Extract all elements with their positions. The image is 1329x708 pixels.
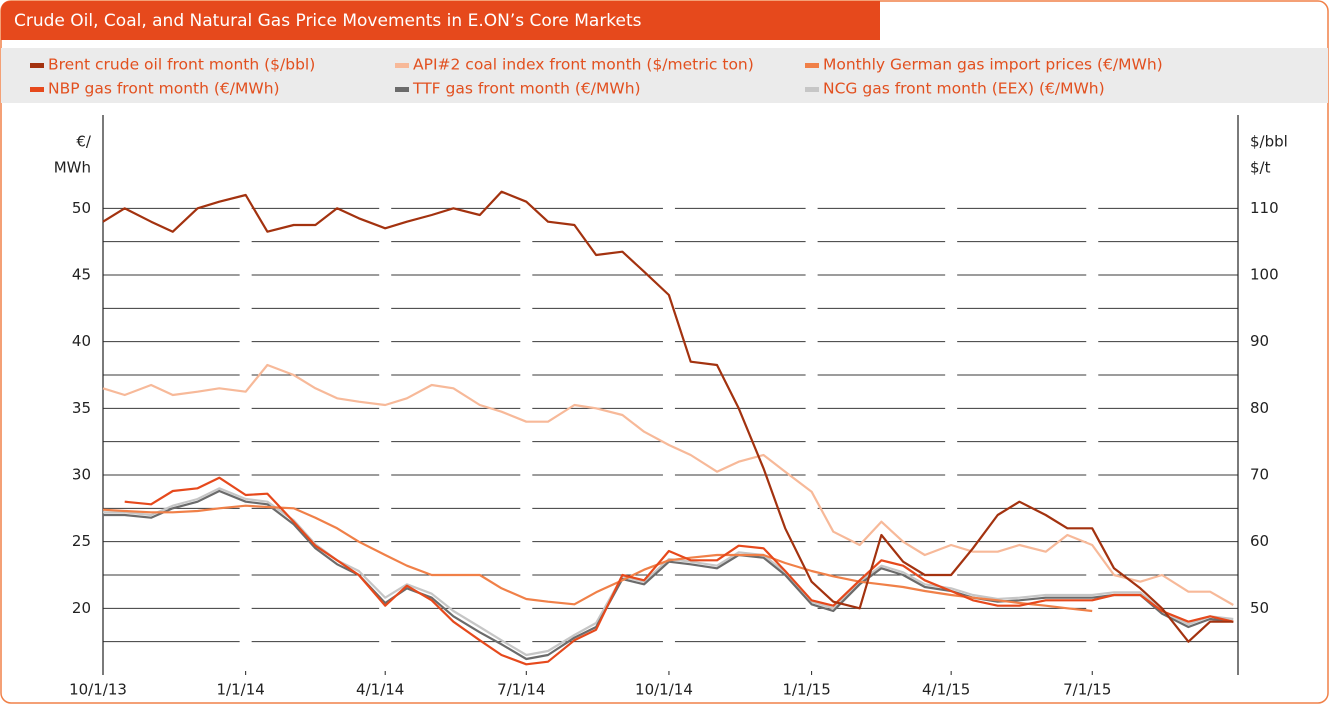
legend-swatch — [805, 63, 819, 68]
series-line — [102, 363, 1234, 606]
y-tick-label: 45 — [72, 266, 91, 284]
series-line — [102, 190, 1234, 643]
grid-gap — [379, 115, 392, 665]
grid-gap — [945, 115, 958, 665]
y2-tick-label: 50 — [1250, 599, 1269, 617]
grid-gap — [662, 115, 675, 665]
y-axis-label: €/ — [76, 133, 92, 151]
x-tick-label: 10/1/13 — [69, 681, 127, 699]
y-tick-label: 30 — [72, 466, 91, 484]
chart-title: Crude Oil, Coal, and Natural Gas Price M… — [14, 11, 642, 31]
y-tick-label: 20 — [72, 599, 91, 617]
y-axis-label: MWh — [54, 159, 91, 177]
legend-label: NCG gas front month (EEX) (€/MWh) — [823, 80, 1105, 98]
legend-label: Monthly German gas import prices (€/MWh) — [823, 56, 1163, 74]
grid-gap — [520, 115, 533, 665]
grid-gap — [1086, 115, 1099, 665]
legend: Brent crude oil front month ($/bbl) API#2… — [30, 56, 1163, 98]
legend-label: Brent crude oil front month ($/bbl) — [48, 56, 315, 74]
y2-tick-label: 60 — [1250, 532, 1269, 550]
legend-label: API#2 coal index front month ($/metric t… — [413, 56, 754, 74]
y-tick-label: 40 — [72, 332, 91, 350]
y2-tick-label: 70 — [1250, 466, 1269, 484]
y-tick-label: 25 — [72, 532, 91, 550]
legend-swatch — [395, 87, 409, 92]
x-tick-label: 1/1/14 — [217, 681, 265, 699]
legend-swatch — [805, 87, 819, 92]
grid-gap — [239, 115, 252, 665]
y-tick-label: 50 — [72, 199, 91, 217]
x-tick-label: 1/1/15 — [782, 681, 830, 699]
legend-label: NBP gas front month (€/MWh) — [48, 80, 280, 98]
series-line — [103, 489, 1234, 661]
x-tick-label: 4/1/14 — [356, 681, 404, 699]
legend-swatch — [30, 63, 44, 68]
series-line — [124, 476, 1234, 666]
y-tick-label: 35 — [72, 399, 91, 417]
legend-background — [1, 48, 1328, 103]
legend-label: TTF gas front month (€/MWh) — [412, 80, 641, 98]
series-line — [102, 504, 1093, 613]
legend-swatch — [30, 87, 44, 92]
plot-area: 20 25 30 35 40 45 50 50 60 70 80 90 100 110 €/ MWh $/bbl… — [54, 115, 1288, 699]
y2-axis-label: $/t — [1250, 159, 1271, 177]
y2-tick-label: 80 — [1250, 399, 1269, 417]
title-bar — [1, 1, 880, 40]
x-tick-label: 7/1/15 — [1063, 681, 1111, 699]
grid-gap — [805, 115, 818, 665]
x-tick-label: 10/1/14 — [635, 681, 693, 699]
y2-tick-label: 90 — [1250, 332, 1269, 350]
y2-axis-label: $/bbl — [1250, 133, 1288, 151]
x-tick-label: 7/1/14 — [497, 681, 545, 699]
x-tick-label: 4/1/15 — [922, 681, 970, 699]
y2-tick-label: 100 — [1250, 266, 1279, 284]
legend-swatch — [395, 63, 409, 68]
y2-tick-label: 110 — [1250, 199, 1279, 217]
